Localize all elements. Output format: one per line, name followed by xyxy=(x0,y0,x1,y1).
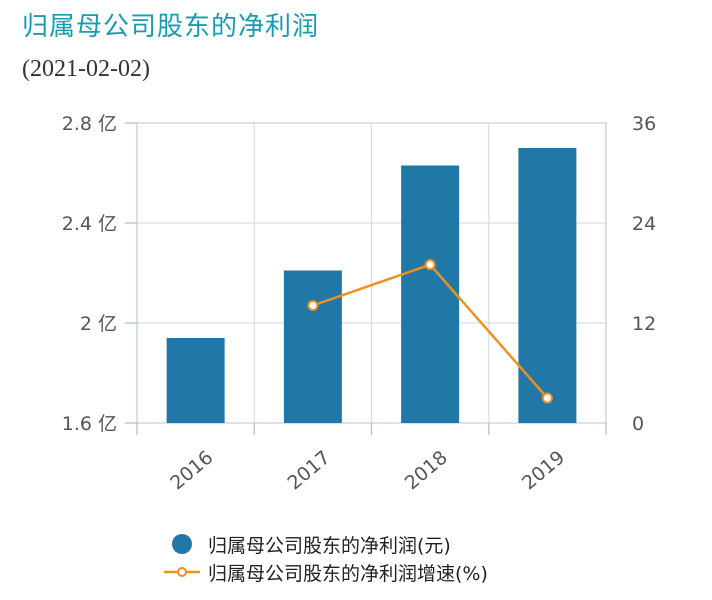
bar-2017 xyxy=(283,270,342,423)
left-tick-label: 2.4 亿 xyxy=(62,213,117,235)
x-tick-label: 2019 xyxy=(518,446,569,494)
chart-title: 归属母公司股东的净利润 xyxy=(22,12,320,42)
x-tick-label: 2018 xyxy=(401,446,452,494)
bar-2019 xyxy=(518,148,577,423)
legend: 归属母公司股东的净利润(元) 归属母公司股东的净利润增速(%) xyxy=(160,530,488,586)
legend-bar-swatch xyxy=(160,530,204,558)
x-tick-label: 2016 xyxy=(166,446,217,494)
bar-2018 xyxy=(401,165,460,423)
legend-line-swatch xyxy=(160,558,204,586)
growth-point-2019 xyxy=(541,392,553,404)
legend-item-line[interactable]: 归属母公司股东的净利润增速(%) xyxy=(160,558,488,586)
chart-subtitle: (2021-02-02) xyxy=(22,56,150,82)
left-tick-label: 1.6 亿 xyxy=(62,413,117,435)
right-tick-label: 0 xyxy=(632,413,644,435)
left-tick-label: 2 亿 xyxy=(80,313,117,335)
growth-point-2017 xyxy=(307,300,319,311)
growth-point-2018 xyxy=(424,259,436,271)
legend-bar-label: 归属母公司股东的净利润(元) xyxy=(208,534,451,557)
right-tick-label: 36 xyxy=(632,113,656,135)
legend-line-label: 归属母公司股东的净利润增速(%) xyxy=(208,562,488,585)
legend-item-bar[interactable]: 归属母公司股东的净利润(元) xyxy=(160,530,488,558)
combo-chart: 1.6 亿 2 亿 2.4 亿 2.8 亿 0 12 24 36 2016 2017 2018 201… xyxy=(62,113,656,494)
left-tick-label: 2.8 亿 xyxy=(62,113,117,135)
right-tick-label: 24 xyxy=(632,213,656,235)
bar-2016 xyxy=(166,338,225,423)
right-tick-label: 12 xyxy=(632,313,656,335)
x-tick-label: 2017 xyxy=(283,446,334,494)
